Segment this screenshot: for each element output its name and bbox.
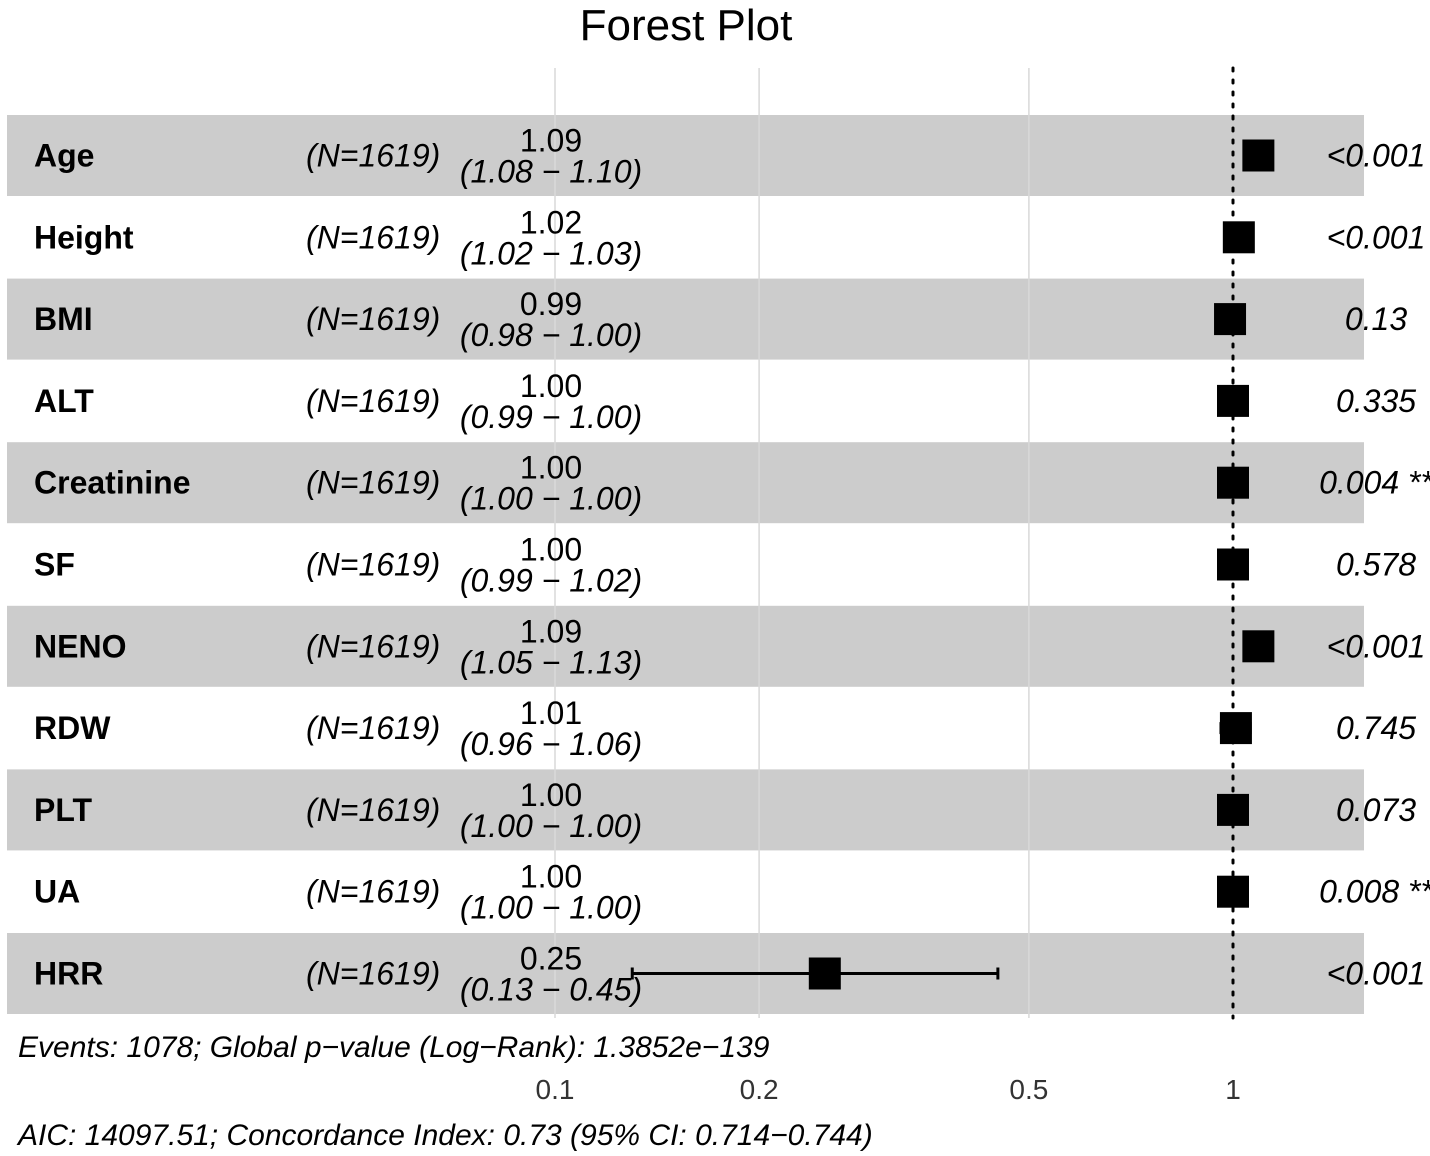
row-band (7, 769, 1364, 851)
n-label: (N=1619) (306, 628, 440, 664)
footer-events: Events: 1078; Global p−value (Log−Rank):… (18, 1031, 770, 1064)
ci-label: (1.00 − 1.00) (460, 808, 642, 844)
ci-label: (1.02 − 1.03) (460, 235, 642, 271)
x-tick-label: 0.2 (740, 1074, 779, 1105)
n-label: (N=1619) (306, 547, 440, 583)
variable-label: Age (34, 138, 94, 174)
hr-marker (1214, 303, 1247, 336)
n-label: (N=1619) (306, 138, 440, 174)
hr-label: 1.00 (520, 450, 582, 486)
p-value-label: 0.335 (1336, 383, 1416, 419)
ci-label: (1.08 − 1.10) (460, 154, 642, 190)
variable-label: UA (34, 874, 80, 910)
ci-label: (0.99 − 1.00) (460, 399, 642, 435)
hr-label: 1.00 (520, 368, 582, 404)
n-label: (N=1619) (306, 956, 440, 992)
hr-marker (1242, 139, 1275, 172)
ci-label: (0.99 − 1.02) (460, 563, 642, 599)
variable-label: HRR (34, 956, 103, 992)
variable-label: BMI (34, 301, 93, 337)
ci-label: (0.13 − 0.45) (460, 972, 642, 1008)
p-value-label: 0.004 ** (1319, 465, 1430, 501)
x-axis-ticks: 0.1 0.2 0.5 1 (536, 1074, 1241, 1105)
hr-marker (1222, 221, 1255, 254)
n-label: (N=1619) (306, 874, 440, 910)
p-value-label: 0.073 (1336, 792, 1416, 828)
variable-label: Height (34, 219, 134, 255)
variable-label: PLT (34, 792, 93, 828)
hr-label: 0.25 (520, 941, 582, 977)
row-band (7, 278, 1364, 360)
p-value-label: 0.578 (1336, 547, 1416, 583)
variable-label: RDW (34, 710, 111, 746)
x-tick-label: 0.5 (1009, 1074, 1048, 1105)
hr-marker (808, 957, 841, 990)
ci-label: (1.00 − 1.00) (460, 481, 642, 517)
ci-label: (0.96 − 1.06) (460, 726, 642, 762)
row-labels: Age (N=1619) 1.09(1.08 − 1.10) <0.001Height… (34, 123, 1430, 1008)
x-tick-label: 1 (1225, 1074, 1241, 1105)
p-value-label: 0.13 (1345, 301, 1407, 337)
hr-marker (1217, 466, 1249, 499)
n-label: (N=1619) (306, 710, 440, 746)
estimates (630, 139, 1275, 990)
hr-marker (1219, 712, 1252, 745)
chart-title: Forest Plot (580, 1, 793, 50)
x-tick-label: 0.1 (536, 1074, 575, 1105)
p-value-label: <0.001 (1327, 956, 1426, 992)
hr-label: 1.02 (520, 204, 582, 240)
hr-marker (1217, 875, 1249, 908)
hr-marker (1217, 548, 1249, 581)
variable-label: SF (34, 547, 75, 583)
hr-label: 1.00 (520, 532, 582, 568)
ci-label: (1.00 − 1.00) (460, 890, 642, 926)
variable-label: NENO (34, 628, 126, 664)
footer-aic: AIC: 14097.51; Concordance Index: 0.73 (… (16, 1119, 873, 1152)
hr-label: 1.00 (520, 859, 582, 895)
variable-label: ALT (34, 383, 94, 419)
row-bands (7, 115, 1364, 1014)
p-value-label: 0.745 (1336, 710, 1416, 746)
row-band (7, 115, 1364, 196)
hr-marker (1217, 793, 1249, 826)
hr-marker (1242, 630, 1275, 663)
hr-label: 1.00 (520, 777, 582, 813)
gridlines (554, 68, 1030, 1018)
n-label: (N=1619) (306, 383, 440, 419)
hr-label: 0.99 (520, 286, 582, 322)
p-value-label: <0.001 (1327, 219, 1426, 255)
p-value-label: <0.001 (1327, 628, 1426, 664)
n-label: (N=1619) (306, 792, 440, 828)
hr-label: 1.09 (520, 123, 582, 159)
hr-marker (1217, 384, 1249, 417)
n-label: (N=1619) (306, 301, 440, 337)
variable-label: Creatinine (34, 465, 190, 501)
ci-label: (0.98 − 1.00) (460, 317, 642, 353)
n-label: (N=1619) (306, 465, 440, 501)
n-label: (N=1619) (306, 219, 440, 255)
p-value-label: <0.001 (1327, 138, 1426, 174)
row-band (7, 605, 1364, 687)
row-band (7, 442, 1364, 524)
hr-label: 1.01 (520, 695, 582, 731)
p-value-label: 0.008 ** (1319, 874, 1430, 910)
ci-label: (1.05 − 1.13) (460, 644, 642, 680)
hr-label: 1.09 (520, 613, 582, 649)
